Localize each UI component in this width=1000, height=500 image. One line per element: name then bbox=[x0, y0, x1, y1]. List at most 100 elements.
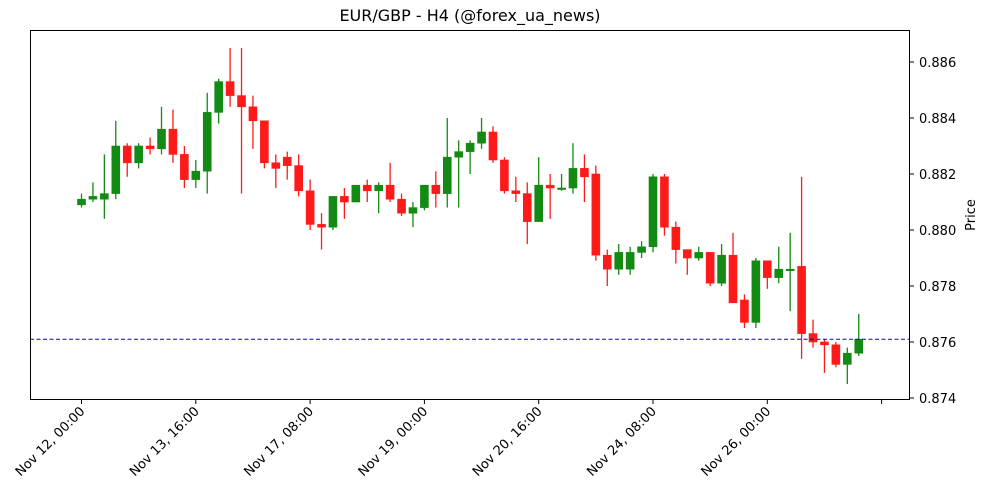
candle-body bbox=[431, 184, 441, 194]
candle-bullish bbox=[774, 246, 784, 284]
candle-body bbox=[660, 176, 669, 228]
candle-body bbox=[545, 184, 555, 189]
candle-body bbox=[614, 252, 624, 270]
candle-body bbox=[843, 352, 852, 365]
x-axis: Nov 12, 00:00 Nov 13, 16:00 Nov 17, 08:00 N… bbox=[13, 400, 883, 480]
candle-bearish bbox=[522, 182, 532, 244]
candle-bullish bbox=[534, 157, 544, 222]
candle-bearish bbox=[248, 95, 258, 149]
candle-bearish bbox=[488, 126, 498, 163]
candle-body bbox=[511, 190, 521, 194]
candle-body bbox=[77, 198, 86, 206]
candle-bearish bbox=[831, 342, 841, 368]
candle-body bbox=[260, 120, 269, 164]
candle-body bbox=[808, 333, 818, 343]
candle-bearish bbox=[362, 179, 372, 202]
candle-bullish bbox=[408, 202, 418, 228]
candle-body bbox=[785, 268, 795, 272]
candle-body bbox=[397, 198, 406, 214]
candle-body bbox=[385, 184, 395, 200]
candle-body bbox=[180, 154, 189, 180]
candle-bearish bbox=[545, 174, 555, 219]
candle-body bbox=[580, 168, 589, 178]
y-tick-label: 0.876 bbox=[919, 336, 956, 351]
candle-bullish bbox=[134, 143, 143, 169]
y-tick-label: 0.884 bbox=[919, 112, 956, 127]
candle-body bbox=[705, 252, 715, 284]
candle-bearish bbox=[122, 143, 132, 177]
candle-bullish bbox=[420, 184, 429, 211]
candle-bearish bbox=[225, 48, 235, 107]
x-tick-label: Nov 13, 16:00 bbox=[127, 404, 203, 480]
candle-bearish bbox=[511, 176, 521, 202]
candle-bullish bbox=[157, 106, 166, 155]
x-tick-label: Nov 26, 00:00 bbox=[699, 404, 775, 480]
candle-body bbox=[225, 81, 235, 96]
y-axis: 0.874 0.876 0.878 0.880 0.882 0.884 0.886 bbox=[910, 56, 956, 407]
candle-body bbox=[854, 338, 864, 354]
plot-frame bbox=[30, 30, 910, 400]
candles-group bbox=[77, 48, 864, 384]
y-tick-label: 0.878 bbox=[919, 280, 956, 295]
candle-bullish bbox=[454, 140, 463, 208]
candle-body bbox=[500, 159, 509, 192]
candle-body bbox=[648, 176, 658, 248]
candle-body bbox=[214, 81, 223, 113]
candle-body bbox=[762, 260, 772, 278]
candle-bearish bbox=[260, 120, 269, 169]
candle-bearish bbox=[305, 179, 315, 230]
candle-bullish bbox=[374, 182, 383, 214]
candle-bearish bbox=[591, 165, 601, 261]
candle-body bbox=[694, 252, 704, 259]
candle-body bbox=[191, 170, 201, 180]
candle-bullish bbox=[648, 174, 658, 253]
candle-body bbox=[637, 246, 646, 253]
candle-body bbox=[831, 344, 841, 365]
candle-body bbox=[408, 207, 418, 214]
candle-bearish bbox=[385, 162, 395, 202]
candle-bullish bbox=[465, 140, 475, 174]
candle-body bbox=[728, 254, 738, 304]
y-tick-label: 0.886 bbox=[919, 56, 956, 71]
candle-bearish bbox=[705, 252, 715, 286]
candle-body bbox=[168, 128, 178, 155]
candle-bullish bbox=[191, 160, 201, 188]
candle-body bbox=[442, 156, 452, 194]
candle-bullish bbox=[442, 118, 452, 208]
candle-body bbox=[237, 95, 246, 108]
candle-bullish bbox=[843, 347, 852, 384]
candle-body bbox=[305, 190, 315, 225]
candle-body bbox=[122, 145, 132, 164]
candle-body bbox=[362, 184, 372, 192]
candle-body bbox=[248, 106, 258, 122]
candle-body bbox=[557, 187, 566, 190]
candle-body bbox=[591, 173, 601, 256]
candle-body bbox=[522, 193, 532, 222]
candle-body bbox=[420, 184, 429, 208]
candle-bearish bbox=[340, 188, 349, 219]
candle-bullish bbox=[625, 246, 635, 275]
candle-body bbox=[100, 193, 109, 200]
candle-body bbox=[157, 128, 166, 150]
candle-bullish bbox=[568, 143, 578, 194]
candle-bearish bbox=[808, 319, 818, 348]
candle-bullish bbox=[557, 174, 566, 191]
candle-bearish bbox=[168, 109, 178, 163]
candle-body bbox=[202, 112, 212, 172]
candle-bearish bbox=[237, 48, 246, 194]
candle-bearish bbox=[740, 294, 749, 328]
candle-body bbox=[820, 341, 829, 346]
candle-bearish bbox=[728, 232, 738, 304]
candle-body bbox=[294, 165, 303, 192]
candle-bearish bbox=[660, 174, 669, 236]
candle-body bbox=[797, 266, 806, 334]
candle-body bbox=[134, 145, 143, 164]
candle-body bbox=[465, 142, 475, 152]
candle-bullish bbox=[202, 92, 212, 194]
candle-bearish bbox=[682, 249, 692, 275]
candle-body bbox=[351, 184, 361, 203]
candle-bullish bbox=[751, 258, 761, 328]
candle-bearish bbox=[180, 146, 189, 188]
x-tick-label: Nov 20, 16:00 bbox=[470, 404, 546, 480]
